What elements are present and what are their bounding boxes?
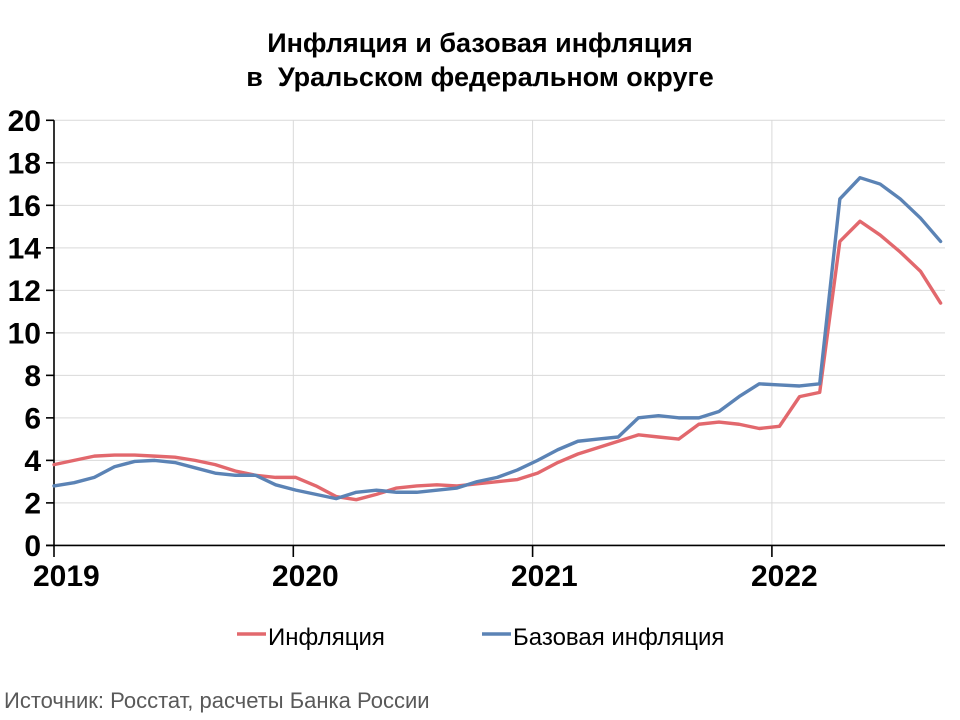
svg-text:Базовая инфляция: Базовая инфляция	[513, 624, 724, 651]
svg-text:2019: 2019	[33, 560, 100, 593]
svg-text:2: 2	[24, 488, 41, 521]
svg-text:2021: 2021	[511, 560, 578, 593]
svg-text:10: 10	[8, 318, 41, 351]
svg-text:14: 14	[8, 233, 42, 266]
svg-text:18: 18	[8, 148, 41, 181]
svg-text:16: 16	[8, 190, 41, 223]
svg-text:20: 20	[8, 105, 41, 138]
svg-text:2020: 2020	[272, 560, 339, 593]
svg-text:0: 0	[24, 530, 41, 563]
svg-text:Инфляция: Инфляция	[268, 624, 385, 651]
svg-text:8: 8	[24, 360, 41, 393]
svg-text:4: 4	[24, 445, 41, 478]
svg-text:2022: 2022	[751, 560, 818, 593]
svg-text:12: 12	[8, 275, 41, 308]
svg-text:6: 6	[24, 403, 41, 436]
